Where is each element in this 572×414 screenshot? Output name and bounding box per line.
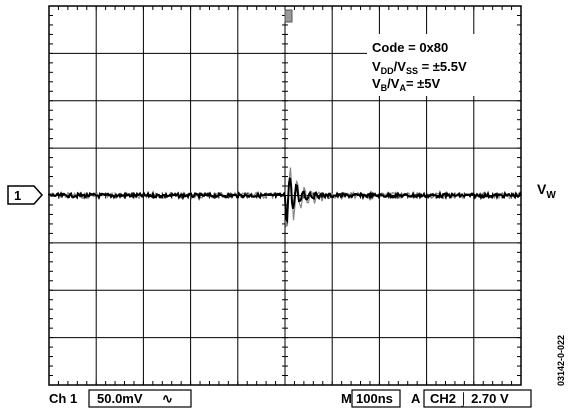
time-box [351,389,401,408]
status-m-label: M [341,391,352,406]
coupling-symbol: ∿ [162,391,173,406]
annotation-code: Code = 0x80 [372,40,448,55]
status-bar: Ch 1 50.0mV ∿ M 100ns A CH2 ⌡ 2.70 V [49,389,532,408]
annotation-supply: VDD/VSS = ±5.5V [372,59,467,76]
status-time-per-div: 100ns [356,391,393,406]
channel-1-marker [7,185,44,205]
figure-id: 03142-0-022 [556,335,566,386]
trigger-position-marker [284,9,293,23]
waveform-trace [48,167,522,228]
waveform-line [48,177,522,224]
status-volts-per-div: 50.0mV [97,391,143,406]
status-a-label: A [411,391,421,406]
channel-1-marker-label: 1 [14,188,21,203]
trigger-box [423,389,532,408]
annotation-reference: VB/VA= ±5V [372,76,441,93]
annotation-box-background [367,34,519,96]
volts-box [88,389,192,408]
trace-label: VW [537,181,556,201]
status-trigger: CH2 ⌡ 2.70 V [430,391,509,407]
status-channel: Ch 1 [49,391,77,406]
